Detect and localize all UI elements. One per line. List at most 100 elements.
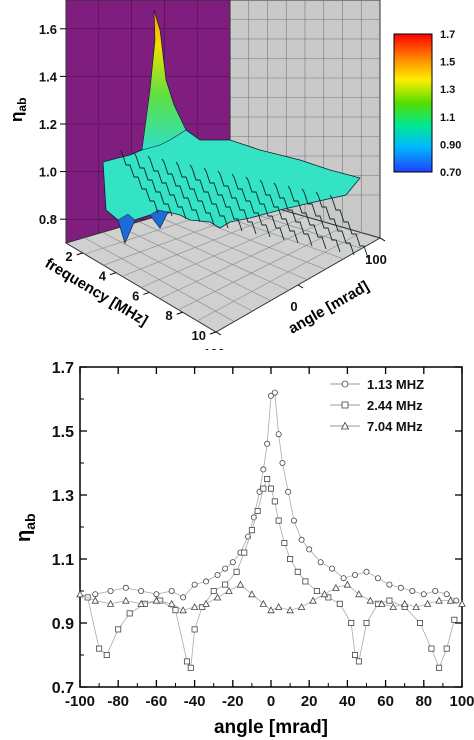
y-tick-label: 1.7	[52, 360, 74, 377]
data-point	[366, 596, 375, 604]
floor-gridline	[159, 221, 324, 299]
surface-ridge	[245, 176, 285, 241]
data-point	[451, 616, 458, 623]
floor-gridline	[156, 216, 308, 281]
series-circle	[92, 389, 460, 604]
data-point	[126, 610, 133, 617]
x-tick-label: 60	[377, 693, 394, 710]
data-point	[432, 587, 439, 594]
data-point	[290, 517, 297, 524]
data-point	[203, 578, 210, 585]
data-point	[264, 476, 271, 483]
data-point	[329, 565, 336, 572]
surface-ridge	[175, 161, 215, 226]
x-tick-label: 4	[99, 269, 107, 284]
data-point	[248, 590, 256, 598]
x-tick-label: 40	[339, 693, 356, 710]
data-point	[313, 587, 320, 594]
x-axis-label: angle [mrad]	[214, 717, 328, 738]
data-point	[241, 549, 248, 556]
x-tick-label: -80	[107, 693, 129, 710]
surface-ridge	[259, 179, 299, 244]
y-axis-label: angle [mrad]	[286, 278, 372, 338]
scatter-plot: -100 -80 -60 -40 -20 0 20 40 60 80 100 0.7 0.9 1.1 1.…	[13, 360, 474, 738]
y-tick-label: 1.3	[52, 488, 74, 505]
data-point	[233, 568, 240, 575]
x-tick-mark	[176, 311, 183, 315]
data-point	[199, 603, 206, 610]
data-point	[183, 658, 190, 665]
data-point	[412, 603, 420, 611]
series-triangle	[76, 580, 466, 614]
data-point	[190, 603, 199, 611]
z-tick-label: 0.8	[39, 212, 57, 227]
legend-label: 2.44 MHz	[367, 398, 423, 413]
data-point	[167, 599, 176, 607]
data-point	[309, 596, 317, 604]
x-tick-mark	[76, 252, 83, 256]
surface-ridge	[329, 194, 369, 259]
colorbar-tick-label: 0.70	[440, 167, 461, 179]
data-point	[213, 593, 222, 601]
surface-ridge	[189, 164, 229, 229]
plot-frame	[79, 366, 463, 688]
data-point	[285, 488, 292, 495]
data-point	[332, 583, 340, 591]
data-point	[259, 599, 268, 607]
data-point	[325, 594, 332, 601]
data-point	[76, 590, 84, 598]
data-point	[271, 389, 278, 396]
floor-gridline	[120, 226, 271, 301]
data-point	[386, 597, 393, 604]
y-tick-label: 0	[290, 299, 297, 314]
data-point	[317, 559, 324, 566]
y-tick-mark	[297, 284, 304, 289]
surface-ridge	[133, 152, 173, 217]
colorbar-tick-label: 1.5	[440, 57, 455, 69]
data-point	[222, 565, 229, 572]
data-point	[279, 460, 286, 467]
data-point	[423, 599, 432, 607]
x-tick-label: 0	[267, 693, 275, 710]
data-point	[378, 599, 386, 607]
x-tick-label: 80	[415, 693, 432, 710]
data-point	[336, 600, 343, 607]
data-point	[152, 596, 161, 604]
x-tick-mark	[143, 291, 150, 295]
y-axis-label: ηab	[13, 513, 38, 542]
data-point	[222, 581, 229, 588]
y-tick-label: 0.7	[52, 680, 74, 697]
legend-marker	[340, 421, 350, 430]
surface-dip-mid	[149, 209, 169, 229]
x-tick-label: -20	[222, 693, 244, 710]
surface-ridge	[147, 155, 187, 220]
surface-ridge	[231, 173, 271, 238]
data-point	[137, 599, 145, 607]
floor-gridline	[178, 226, 343, 311]
floor-gridline	[84, 237, 235, 322]
data-point	[397, 584, 404, 591]
legend-label: 1.13 MHZ	[367, 377, 424, 392]
data-point	[435, 596, 443, 604]
surface-dip-left	[117, 213, 136, 244]
floor-gridline	[138, 221, 290, 291]
data-point	[274, 603, 283, 611]
series-square	[84, 476, 458, 671]
data-point	[267, 392, 274, 399]
data-point	[286, 606, 294, 614]
data-point	[267, 485, 274, 492]
data-point	[92, 591, 99, 598]
data-point	[436, 664, 443, 671]
x-tick-label: 2	[65, 249, 72, 264]
z-axis-label: ηab	[7, 98, 29, 122]
data-point	[191, 626, 198, 633]
data-point	[374, 575, 381, 582]
y-tick-label: 0.9	[52, 616, 74, 633]
data-point	[352, 651, 359, 658]
data-point	[187, 664, 194, 671]
data-point	[202, 599, 210, 607]
data-point	[297, 603, 306, 611]
data-point	[355, 658, 362, 665]
data-point	[409, 587, 416, 594]
colorbar-tick-label: 1.1	[440, 112, 455, 124]
